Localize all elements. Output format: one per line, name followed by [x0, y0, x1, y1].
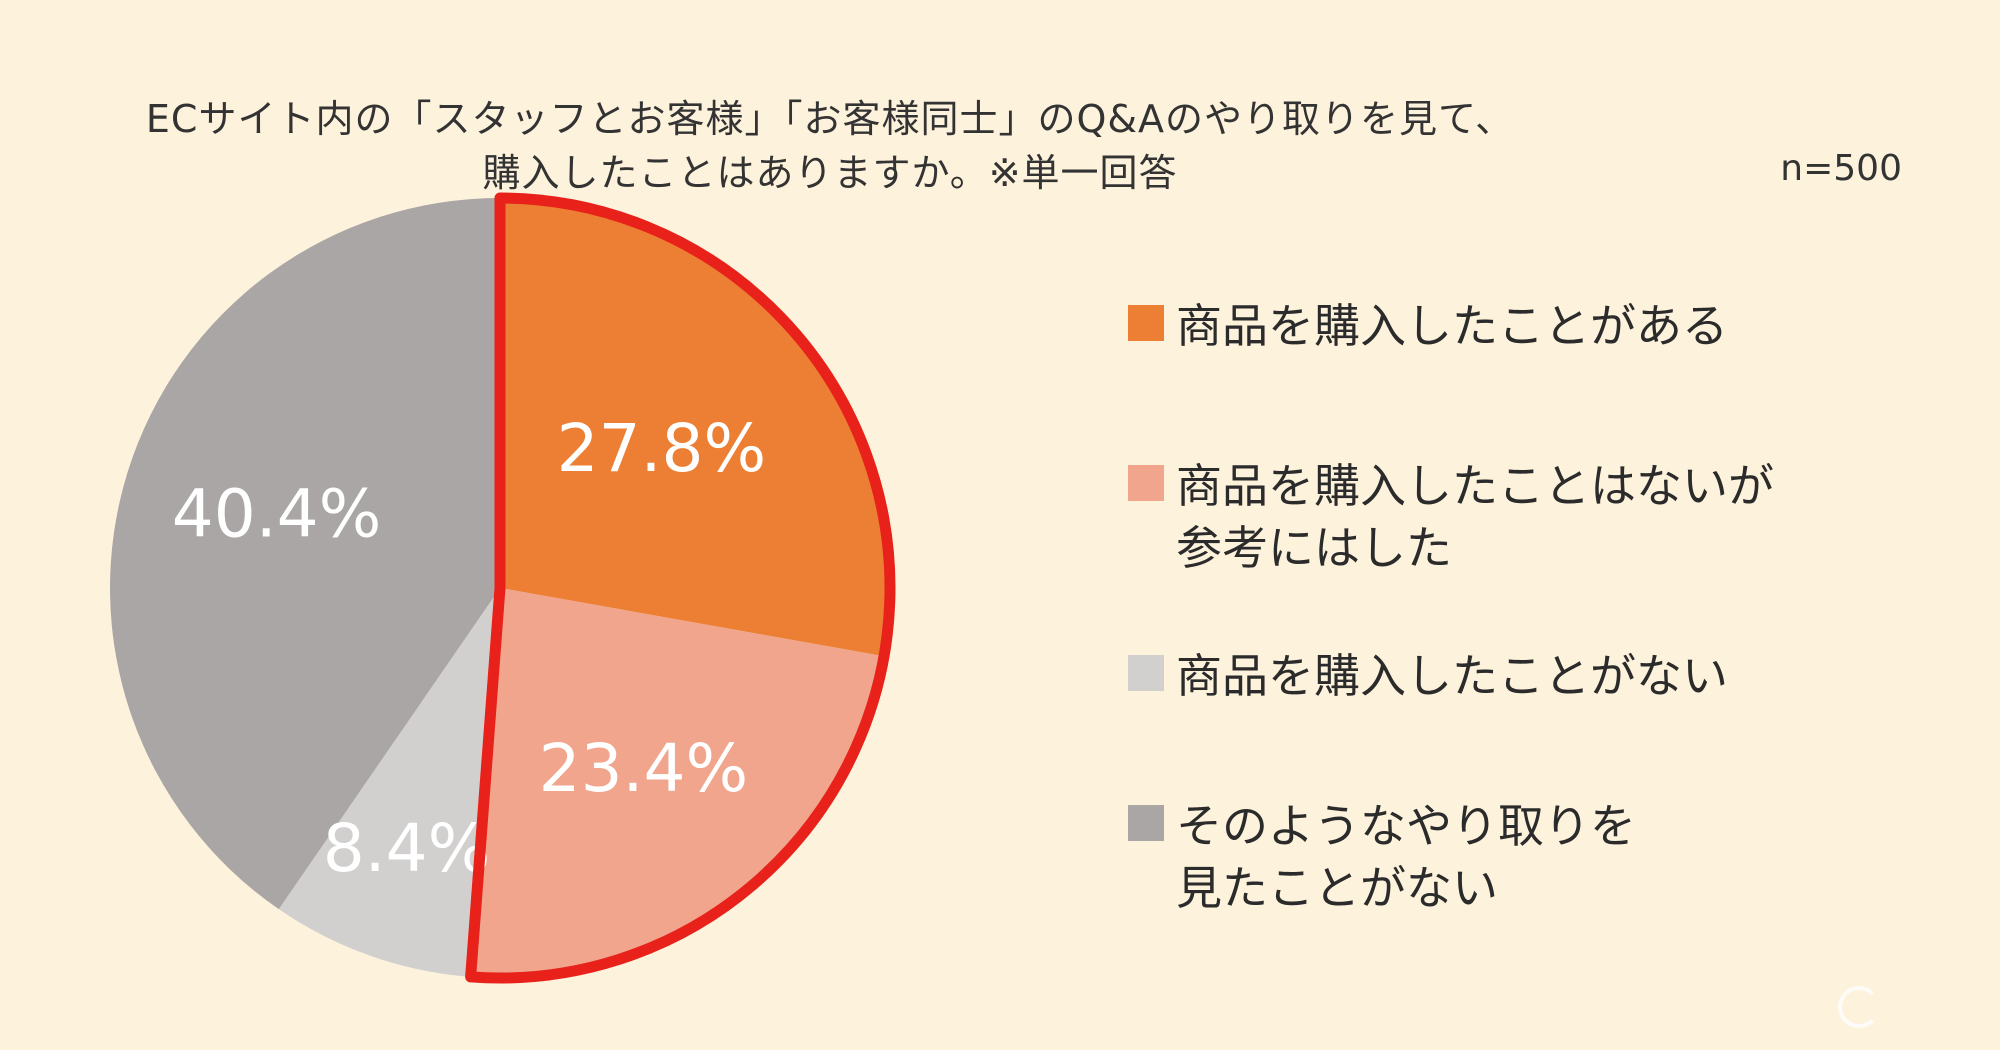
- sample-size-label: n=500: [1780, 148, 1902, 189]
- legend-label-2: 商品を購入したことはないが 参考にはした: [1176, 455, 1774, 579]
- watermark-icon: [1838, 986, 1880, 1028]
- legend-swatch-3: [1128, 655, 1164, 691]
- legend-label-3: 商品を購入したことがない: [1176, 645, 1728, 707]
- pie-slice-2: [470, 588, 884, 978]
- legend-label-4-line-2: 見たことがない: [1176, 861, 1498, 915]
- legend-item-2: 商品を購入したことはないが 参考にはした: [1128, 455, 1774, 579]
- legend-label-2-line-1: 商品を購入したことはないが: [1176, 459, 1774, 513]
- legend-label-4: そのようなやり取りを 見たことがない: [1176, 795, 1636, 919]
- slice-label-2: 23.4%: [539, 730, 749, 807]
- chart-title-line-1: ECサイト内の「スタッフとお客様」「お客様同士」のQ&Aのやり取りを見て、: [145, 97, 1515, 141]
- slice-label-4: 40.4%: [172, 476, 382, 553]
- legend-label-1-line-1: 商品を購入したことがある: [1176, 299, 1728, 353]
- legend-item-1: 商品を購入したことがある: [1128, 295, 1728, 357]
- slice-label-1: 27.8%: [557, 410, 767, 487]
- legend-swatch-1: [1128, 305, 1164, 341]
- legend-item-3: 商品を購入したことがない: [1128, 645, 1728, 707]
- legend-label-4-line-1: そのようなやり取りを: [1176, 799, 1636, 853]
- legend-swatch-2: [1128, 465, 1164, 501]
- legend: 商品を購入したことがある 商品を購入したことはないが 参考にはした 商品を購入したこと…: [1128, 0, 1978, 1050]
- highlight-outline: [465, 192, 896, 984]
- pie-slice-1: [500, 198, 890, 657]
- legend-swatch-4: [1128, 805, 1164, 841]
- pie-slice-3: [278, 588, 500, 977]
- chart-title-line-2: 購入したことはありますか。※単一回答: [482, 151, 1178, 195]
- legend-label-1: 商品を購入したことがある: [1176, 295, 1728, 357]
- legend-label-2-line-2: 参考にはした: [1176, 521, 1452, 575]
- legend-item-4: そのようなやり取りを 見たことがない: [1128, 795, 1636, 919]
- legend-label-3-line-1: 商品を購入したことがない: [1176, 649, 1728, 703]
- slice-label-3: 8.4%: [323, 810, 491, 887]
- pie-slice-4: [110, 198, 500, 910]
